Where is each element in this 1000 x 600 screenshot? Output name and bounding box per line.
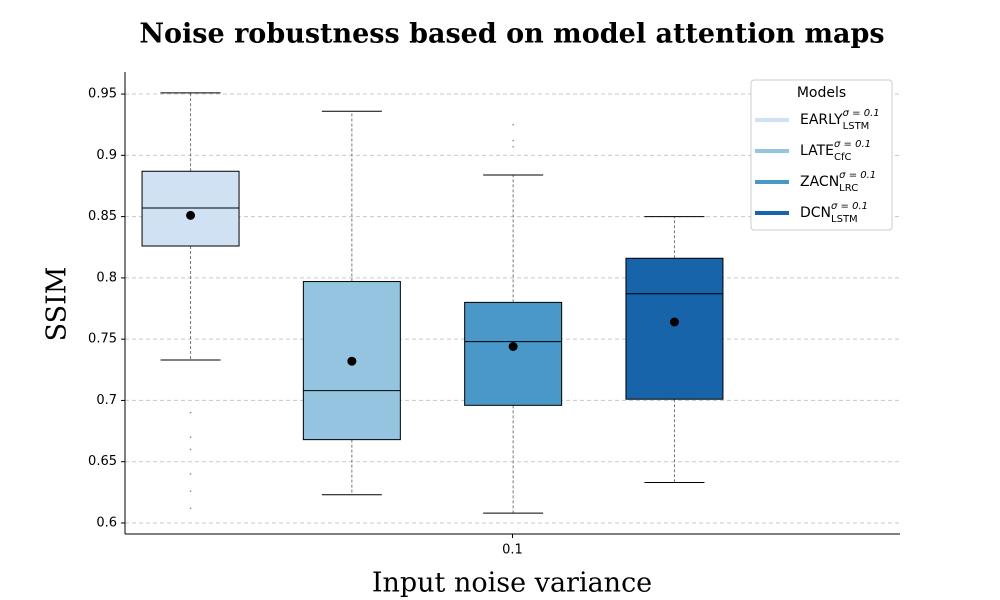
flier	[512, 145, 514, 148]
mean	[669, 317, 679, 327]
y-tick-label: 0.75	[88, 332, 117, 347]
y-tick-label: 0.65	[88, 454, 117, 469]
mean	[186, 210, 196, 220]
legend-superscript: σ = 0.1	[843, 108, 880, 119]
legend-label: ZACN	[800, 174, 839, 190]
legend-superscript: σ = 0.1	[831, 201, 868, 212]
legend-label: EARLY	[800, 112, 843, 128]
legend-label: DCN	[800, 205, 831, 221]
legend-entry: LATE CfC σ = 0.1	[800, 139, 871, 163]
x-tick-label: 0.1	[502, 543, 523, 558]
flier	[189, 490, 192, 492]
flier	[189, 448, 192, 451]
flier	[189, 507, 192, 510]
legend-subscript: LSTM	[831, 214, 858, 225]
chart-title: Noise robustness based on model attentio…	[139, 19, 884, 50]
legend-superscript: σ = 0.1	[834, 139, 871, 150]
y-tick-label: 0.85	[88, 209, 117, 224]
legend-entry: EARLY LSTM σ = 0.1	[800, 108, 880, 132]
flier	[189, 473, 192, 475]
mean	[508, 342, 518, 352]
legend-label: LATE	[800, 143, 834, 159]
flier	[189, 411, 192, 414]
legend-box	[750, 79, 893, 231]
flier	[512, 139, 514, 142]
legend-entry: DCN LSTM σ = 0.1	[800, 201, 868, 225]
y-tick-label: 0.95	[88, 87, 117, 102]
box	[141, 170, 240, 247]
legend-superscript: σ = 0.1	[839, 170, 876, 181]
mean	[347, 356, 357, 366]
box	[464, 301, 563, 406]
y-tick-label: 0.9	[96, 148, 117, 163]
flier	[512, 123, 514, 126]
legend-title: Models	[797, 85, 846, 101]
y-axis-label: SSIM	[42, 267, 73, 342]
box	[625, 257, 724, 400]
legend-subscript: CfC	[834, 152, 852, 163]
legend-subscript: LSTM	[843, 121, 870, 132]
y-tick-label: 0.7	[96, 393, 117, 408]
y-tick-label: 0.6	[96, 515, 117, 530]
y-tick-label: 0.8	[96, 270, 117, 285]
legend-subscript: LRC	[839, 183, 858, 194]
x-axis-label: Input noise variance	[372, 568, 652, 599]
legend-entry: ZACN LRC σ = 0.1	[800, 170, 876, 194]
flier	[189, 436, 192, 438]
